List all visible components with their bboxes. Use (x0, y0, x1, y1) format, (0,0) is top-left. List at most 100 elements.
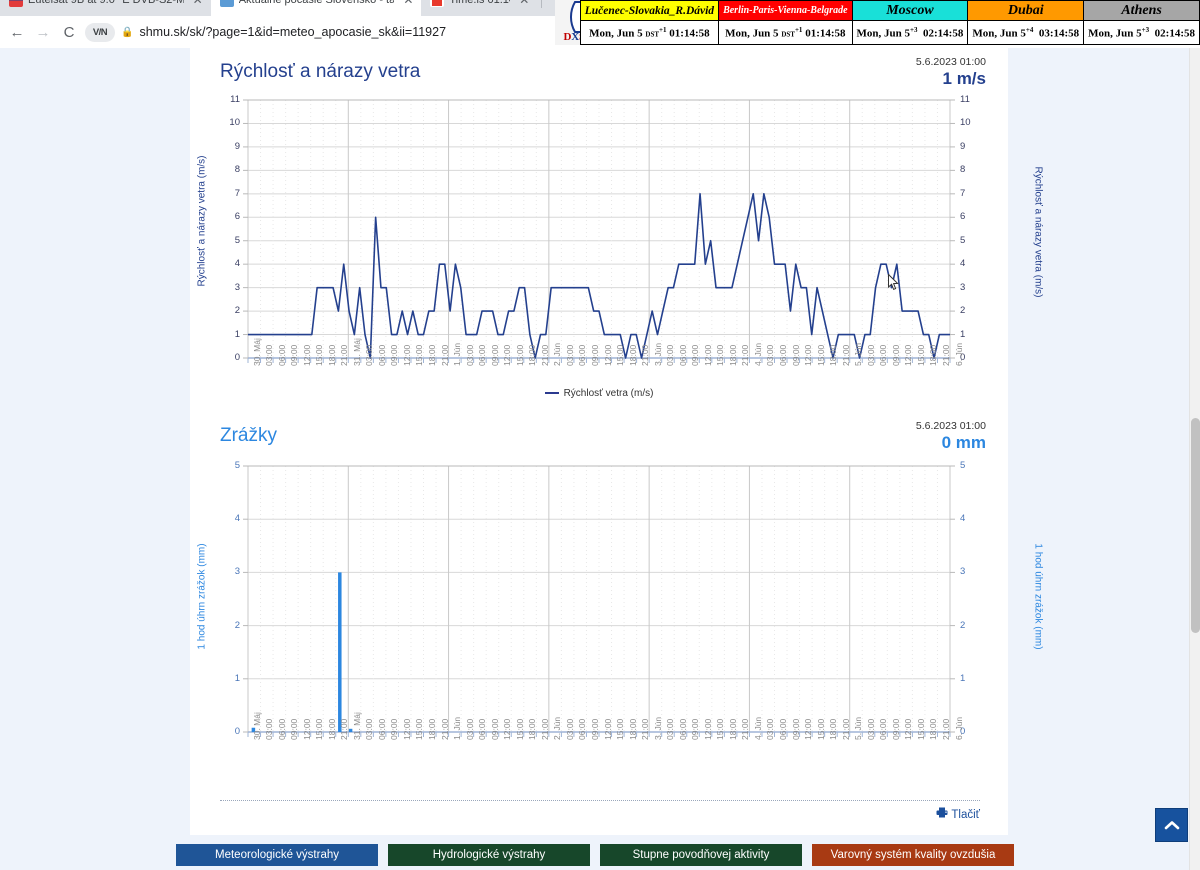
clock-city-0: Lučenec-Slovakia_R.Dávid (579, 0, 720, 22)
button-meteorological-warnings[interactable]: Meteorologické výstrahy (176, 844, 378, 866)
x-axis-tick: 12:00 (702, 718, 713, 740)
x-axis-tick: 09:00 (389, 344, 400, 366)
clock-offset-0: +1 (659, 25, 667, 34)
print-button[interactable]: Tlačiť (936, 807, 980, 821)
wind-chart-title: Rýchlosť a nárazy vetra (220, 61, 421, 82)
x-axis-tick: 06:00 (276, 344, 287, 366)
x-axis-tick: 12:00 (502, 344, 513, 366)
tab-title: Eutelsat 9B at 9.0° E DVB-S2-MIS m... (28, 0, 184, 6)
x-axis-tick: 15:00 (514, 718, 525, 740)
close-icon[interactable]: ✕ (192, 0, 203, 7)
x-axis-tick: 21:00 (840, 344, 851, 366)
y-axis-tick-right: 1 (960, 328, 966, 340)
x-axis-tick: 1. Jún (452, 342, 463, 366)
x-axis-tick: 6. Jún (953, 716, 964, 740)
x-axis-tick: 09:00 (289, 718, 300, 740)
close-icon[interactable]: ✕ (403, 0, 414, 7)
x-axis-tick: 12:00 (401, 344, 412, 366)
y-axis-tick-left: 2 (234, 305, 240, 317)
x-axis-tick: 09:00 (589, 344, 600, 366)
button-hydrological-warnings[interactable]: Hydrologické výstrahy (388, 844, 590, 866)
rain-current-value: 0 mm (941, 433, 986, 452)
y-axis-tick-right: 2 (960, 619, 966, 631)
rain-chart-block: Zrážky 5.6.2023 01:00 0 mm 0 0 1 1 2 2 3 3 4 4 5 5 1… (190, 416, 1044, 796)
browser-tab-1[interactable]: Aktuálne počasie Slovensko - tabuľ... ✕ (210, 0, 422, 16)
x-axis-tick: 21:00 (640, 718, 651, 740)
page-scrollbar[interactable] (1189, 48, 1200, 870)
rain-plot-area[interactable]: 0 0 1 1 2 2 3 3 4 4 5 5 1 hod úhrn zrážok (mm) 1 hod … (190, 456, 1044, 796)
x-axis-tick: 30. Máj (251, 338, 262, 366)
back-icon[interactable]: ← (9, 23, 25, 41)
y-axis-tick-right: 9 (960, 140, 966, 152)
y-axis-title-left: 1 hod úhrn zrážok (mm) (196, 543, 208, 650)
close-icon[interactable]: ✕ (519, 0, 530, 7)
wind-plot-area[interactable]: 0 0 1 1 2 2 3 3 4 4 5 5 6 6 7 7 8 8 9 9 10 10 11 11 Rýchlosť a n… (190, 92, 1044, 422)
x-axis-tick: 09:00 (690, 344, 701, 366)
x-axis-tick: 03:00 (564, 718, 575, 740)
address-bar-url[interactable]: shmu.sk/sk/?page=1&id=meteo_apocasie_sk&… (139, 25, 447, 39)
x-axis-tick: 09:00 (489, 718, 500, 740)
dxsatcs-clock-widget: DXSATCS.COM Lučenec-Slovakia_R.Dávid Ber… (555, 0, 1200, 45)
x-axis-tick: 18:00 (627, 718, 638, 740)
browser-tab-2[interactable]: Time.is 01:14 ✕ (421, 0, 538, 16)
reload-icon[interactable]: C (63, 23, 75, 41)
button-air-quality-warning-system[interactable]: Varovný systém kvality ovzdušia (812, 844, 1014, 866)
x-axis-tick: 21:00 (740, 718, 751, 740)
scroll-to-top-button[interactable] (1155, 808, 1188, 842)
x-axis-tick: 15:00 (414, 718, 425, 740)
x-axis-tick: 21:00 (439, 718, 450, 740)
x-axis-tick: 06:00 (878, 344, 889, 366)
profile-chip[interactable]: V/N (85, 22, 115, 42)
y-axis-tick-left: 11 (230, 94, 240, 105)
divider (220, 800, 980, 801)
wind-current-value: 1 m/s (942, 69, 986, 88)
rain-chart-title: Zrážky (220, 425, 277, 446)
x-axis-tick: 5. Jún (853, 342, 864, 366)
x-axis-tick: 21:00 (940, 718, 951, 740)
forward-icon[interactable]: → (35, 23, 51, 41)
x-axis-tick: 31. Máj (351, 712, 362, 740)
y-axis-tick-left: 10 (229, 117, 240, 129)
clock-value-1: 01:14:58 (805, 27, 846, 40)
x-axis-tick: 06:00 (477, 718, 488, 740)
x-axis-tick: 31. Máj (351, 338, 362, 366)
x-axis-tick: 06:00 (276, 718, 287, 740)
x-axis-tick: 21:00 (339, 718, 350, 740)
printer-icon (936, 807, 948, 821)
wind-chart-timestamp: 5.6.2023 01:00 (915, 56, 986, 68)
x-axis-tick: 06:00 (878, 718, 889, 740)
x-axis-tick: 03:00 (264, 718, 275, 740)
x-axis-tick: 09:00 (389, 718, 400, 740)
x-axis-tick: 15:00 (314, 344, 325, 366)
x-axis-tick: 15:00 (615, 718, 626, 740)
print-row: Tlačiť (220, 800, 980, 821)
x-axis-tick: 4. Jún (752, 716, 763, 740)
clock-time-4: Mon, Jun 5+3 02:14:58 (1083, 20, 1200, 45)
x-axis-tick: 1. Jún (452, 716, 463, 740)
x-axis-tick: 18:00 (928, 718, 939, 740)
clock-value-3: 03:14:58 (1038, 27, 1080, 40)
button-flood-activity-levels[interactable]: Stupne povodňovej aktivity (600, 844, 802, 866)
browser-tab-0[interactable]: Eutelsat 9B at 9.0° E DVB-S2-MIS m... ✕ (0, 0, 211, 16)
scrollbar-thumb[interactable] (1191, 418, 1200, 633)
y-axis-title-left: Rýchlosť a nárazy vetra (m/s) (196, 155, 208, 287)
x-axis-tick: 15:00 (715, 344, 726, 366)
y-axis-tick-right: 0 (960, 726, 966, 737)
x-axis-tick: 03:00 (765, 718, 776, 740)
x-axis-tick: 4. Jún (752, 342, 763, 366)
clock-value-2: 02:14:58 (923, 27, 964, 40)
y-axis-tick-right: 8 (960, 164, 966, 176)
x-axis-tick: 3. Jún (652, 342, 663, 366)
x-axis-tick: 6. Jún (953, 342, 964, 366)
x-axis-tick: 12:00 (903, 344, 914, 366)
content-card: Rýchlosť a nárazy vetra 5.6.2023 01:00 1… (190, 48, 1044, 835)
world-clock-table: Lučenec-Slovakia_R.Dávid Berlin-Paris-Vi… (579, 0, 1200, 45)
wind-speed-line (248, 193, 950, 359)
legend-label-wind: Rýchlosť vetra (m/s) (563, 388, 654, 399)
x-axis-tick: 18:00 (627, 344, 638, 366)
x-axis-tick: 12:00 (903, 718, 914, 740)
x-axis-tick: 09:00 (790, 344, 801, 366)
clock-date-4: Mon, Jun 5 (1088, 27, 1142, 40)
x-axis-tick: 18:00 (427, 718, 437, 740)
clock-offset-2: +3 (910, 25, 918, 34)
